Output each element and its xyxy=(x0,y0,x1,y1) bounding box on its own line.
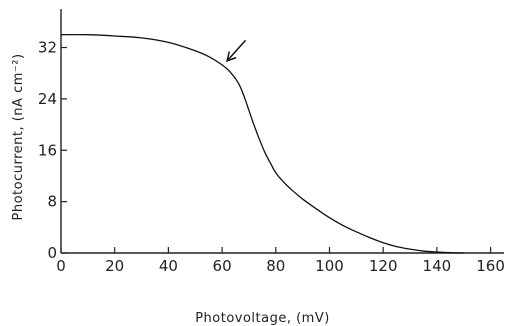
y-tick-label: 0 xyxy=(47,244,57,262)
x-tick-label: 0 xyxy=(56,257,66,275)
x-tick-label: 100 xyxy=(315,257,344,275)
arrow-shaft xyxy=(226,40,246,62)
x-tick-label: 20 xyxy=(105,257,124,275)
axes xyxy=(60,9,504,254)
x-ticks: 0 20 40 60 80 100 120 140 160 xyxy=(56,247,505,275)
y-axis-title: Photocurrent, (nA cm⁻²) xyxy=(11,53,26,220)
y-tick-label: 32 xyxy=(38,39,57,57)
photocurrent-curve xyxy=(60,33,464,254)
x-tick-label: 60 xyxy=(213,257,232,275)
x-tick-label: 120 xyxy=(369,257,398,275)
x-axis-title: Photovoltage, (mV) xyxy=(195,311,330,326)
x-tick-label: 40 xyxy=(159,257,178,275)
x-tick-label: 160 xyxy=(476,257,505,275)
arrow-head xyxy=(226,51,237,63)
y-tick-label: 16 xyxy=(38,141,57,159)
y-tick-label: 8 xyxy=(47,193,57,211)
x-tick-label: 140 xyxy=(423,257,452,275)
annotation-arrow xyxy=(226,40,246,63)
y-tick-label: 24 xyxy=(38,90,57,108)
y-ticks: 0 8 16 24 32 xyxy=(38,39,67,262)
x-tick-label: 80 xyxy=(266,257,285,275)
